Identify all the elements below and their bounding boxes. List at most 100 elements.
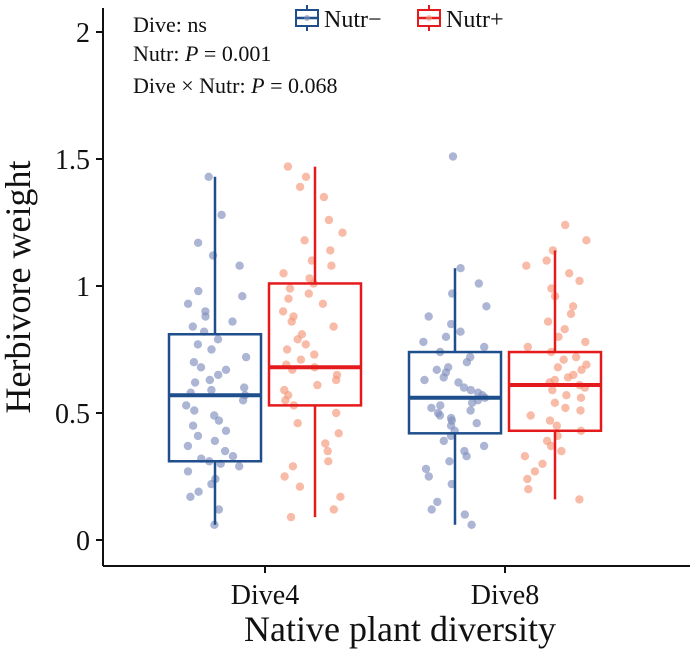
data-point bbox=[241, 352, 251, 362]
data-point bbox=[427, 403, 436, 413]
data-point bbox=[482, 302, 491, 311]
data-point bbox=[327, 261, 336, 270]
data-point bbox=[565, 269, 574, 278]
data-point bbox=[466, 385, 475, 395]
data-point bbox=[561, 403, 570, 413]
data-point bbox=[324, 457, 333, 466]
data-point bbox=[318, 299, 328, 308]
data-point bbox=[190, 378, 200, 387]
data-point bbox=[332, 370, 342, 380]
y-tick-label: 1.5 bbox=[55, 145, 90, 176]
y-axis-title: Herbivore weight bbox=[0, 161, 38, 414]
data-point bbox=[280, 385, 289, 395]
data-point bbox=[319, 192, 329, 202]
data-point bbox=[323, 446, 332, 456]
data-point bbox=[297, 330, 307, 339]
data-point bbox=[183, 467, 193, 476]
data-point bbox=[201, 307, 210, 316]
data-point bbox=[538, 459, 547, 468]
data-point bbox=[221, 426, 231, 435]
data-point bbox=[329, 505, 338, 514]
data-point bbox=[214, 505, 224, 514]
jitter-points bbox=[182, 152, 591, 529]
data-point bbox=[424, 472, 433, 481]
legend-key-nutr-minus bbox=[295, 5, 319, 31]
legend-label-nutr-minus: Nutr− bbox=[324, 7, 382, 33]
data-point bbox=[548, 385, 557, 395]
data-point bbox=[193, 431, 203, 441]
data-point bbox=[571, 352, 581, 362]
data-point bbox=[522, 261, 531, 270]
data-point bbox=[542, 256, 551, 265]
data-point bbox=[338, 228, 347, 237]
box bbox=[507, 350, 603, 433]
data-point bbox=[441, 332, 451, 341]
box bbox=[267, 282, 363, 407]
data-point bbox=[520, 452, 530, 461]
data-point bbox=[433, 497, 442, 507]
data-point bbox=[279, 269, 288, 278]
data-point bbox=[557, 446, 566, 456]
data-point bbox=[526, 411, 535, 420]
data-point bbox=[289, 312, 298, 321]
data-point bbox=[207, 345, 216, 354]
data-point bbox=[420, 375, 429, 385]
data-point bbox=[581, 337, 590, 347]
data-point bbox=[424, 312, 433, 321]
data-point bbox=[295, 482, 305, 491]
data-point bbox=[543, 317, 553, 326]
data-point bbox=[456, 264, 465, 273]
data-point bbox=[235, 261, 244, 270]
x-tick-label: Dive8 bbox=[471, 580, 539, 611]
data-point bbox=[568, 302, 578, 311]
data-point bbox=[210, 436, 220, 446]
data-point bbox=[427, 505, 436, 514]
legend-key-nutr-plus bbox=[417, 5, 441, 31]
y-tick-label: 1 bbox=[76, 272, 90, 303]
data-point bbox=[190, 406, 199, 415]
y-tick-label: 0 bbox=[76, 526, 90, 557]
data-point bbox=[439, 436, 448, 446]
data-point bbox=[445, 457, 454, 466]
data-point bbox=[295, 182, 305, 192]
data-point bbox=[454, 378, 463, 387]
data-point bbox=[466, 352, 475, 362]
data-point bbox=[210, 411, 219, 420]
data-point bbox=[301, 340, 310, 349]
box bbox=[407, 350, 503, 435]
data-point bbox=[296, 355, 306, 364]
data-point bbox=[301, 172, 311, 181]
data-point bbox=[286, 512, 296, 522]
data-point bbox=[288, 462, 298, 471]
data-point bbox=[310, 350, 319, 359]
data-point bbox=[446, 413, 456, 423]
data-point bbox=[575, 495, 584, 504]
y-tick-label: 2 bbox=[76, 18, 90, 49]
x-tick-labels: Dive4 Dive8 bbox=[231, 580, 539, 611]
data-point bbox=[193, 340, 203, 349]
data-point bbox=[582, 360, 591, 369]
annotation-interaction: Dive × Nutr: P = 0.068 bbox=[133, 73, 338, 98]
data-point bbox=[421, 464, 431, 474]
data-point bbox=[300, 236, 309, 245]
data-point bbox=[562, 391, 571, 400]
data-point bbox=[183, 441, 193, 451]
data-point bbox=[530, 467, 540, 476]
data-point bbox=[186, 492, 195, 501]
annotation-nutr: Nutr: P = 0.001 bbox=[133, 41, 271, 66]
data-point bbox=[207, 385, 216, 395]
y-tick-labels: 0 0.5 1 1.5 2 bbox=[55, 18, 90, 557]
data-point bbox=[305, 274, 314, 283]
data-point bbox=[282, 345, 292, 354]
data-point bbox=[336, 492, 345, 501]
data-point bbox=[278, 307, 288, 316]
data-point bbox=[193, 238, 203, 247]
data-point bbox=[472, 419, 481, 428]
data-point bbox=[448, 152, 458, 161]
data-point bbox=[566, 309, 576, 319]
data-point bbox=[321, 439, 330, 448]
data-point bbox=[560, 325, 569, 334]
x-axis-title: Native plant diversity bbox=[244, 609, 556, 649]
data-point bbox=[561, 220, 570, 230]
